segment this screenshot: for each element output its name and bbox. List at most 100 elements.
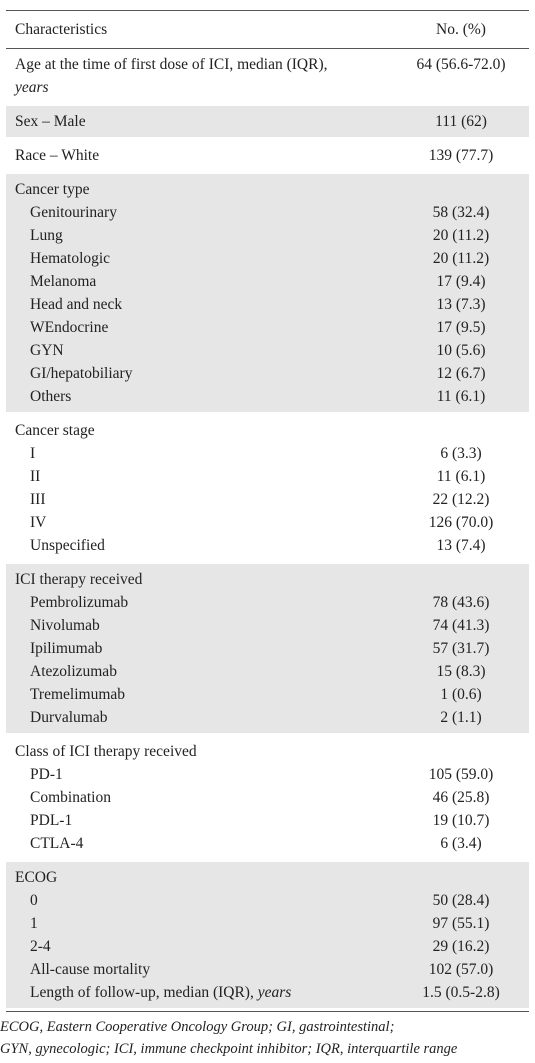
row-label-cell: Others xyxy=(6,385,393,408)
footnote-line: ECOG, Eastern Cooperative Oncology Group… xyxy=(0,1019,395,1035)
footnote: ECOG, Eastern Cooperative Oncology Group… xyxy=(0,1016,535,1060)
row-value: 11 (6.1) xyxy=(436,468,486,485)
row-label-cell: Melanoma xyxy=(6,270,393,293)
row-label: PDL-1 xyxy=(30,812,73,829)
row-unit: years xyxy=(15,79,49,96)
row-label: III xyxy=(30,491,46,508)
row-label: Length of follow-up, median (IQR), xyxy=(30,984,254,1001)
row-value: 13 (7.3) xyxy=(436,296,486,313)
row-value: 78 (43.6) xyxy=(432,594,490,611)
row-group: Class of ICI therapy received PD-1 105 (59… xyxy=(6,736,529,859)
row-label-cell: IV xyxy=(6,511,393,534)
data-row: Length of follow-up, median (IQR), years… xyxy=(6,981,529,1004)
data-row: Combination 46 (25.8) xyxy=(6,786,529,809)
data-row: Durvalumab 2 (1.1) xyxy=(6,706,529,729)
row-label: CTLA-4 xyxy=(30,835,84,852)
row-value: 97 (55.1) xyxy=(432,915,490,932)
row-value: 6 (3.3) xyxy=(440,445,482,462)
data-row: 1 97 (55.1) xyxy=(6,912,529,935)
row-label: Durvalumab xyxy=(30,709,108,726)
row-label: Combination xyxy=(30,789,111,806)
row-value: 111 (62) xyxy=(435,113,487,130)
row-value: 17 (9.4) xyxy=(436,273,486,290)
row-label: Age at the time of first dose of ICI, me… xyxy=(15,56,328,73)
row-value: 1.5 (0.5-2.8) xyxy=(422,984,500,1001)
row-label-cell: Unspecified xyxy=(6,534,393,557)
row-group: Sex – Male 111 (62) xyxy=(6,106,529,137)
row-label-cell: Atezolizumab xyxy=(6,660,393,683)
row-label-cell: CTLA-4 xyxy=(6,832,393,855)
data-row: Atezolizumab 15 (8.3) xyxy=(6,660,529,683)
row-group: Cancer type Genitourinary 58 (32.4) Lung 20 … xyxy=(6,174,529,412)
group-heading-row: Cancer type xyxy=(6,178,529,201)
row-label: Tremelimumab xyxy=(30,686,126,703)
data-row: Genitourinary 58 (32.4) xyxy=(6,201,529,224)
row-label-cell: 0 xyxy=(6,889,393,912)
row-label: IV xyxy=(30,514,47,531)
data-row: CTLA-4 6 (3.4) xyxy=(6,832,529,855)
row-label-cell: Tremelimumab xyxy=(6,683,393,706)
row-value: 13 (7.4) xyxy=(436,537,486,554)
row-label: All-cause mortality xyxy=(30,961,151,978)
row-value: 126 (70.0) xyxy=(428,514,494,531)
row-group: ICI therapy received Pembrolizumab 78 (43.… xyxy=(6,564,529,733)
row-label: Genitourinary xyxy=(30,204,117,221)
row-value: 20 (11.2) xyxy=(432,227,490,244)
row-label: PD-1 xyxy=(30,766,63,783)
data-row: Pembrolizumab 78 (43.6) xyxy=(6,591,529,614)
row-label-cell: All-cause mortality xyxy=(6,958,393,981)
group-heading: ICI therapy received xyxy=(15,571,143,588)
data-row: GYN 10 (5.6) xyxy=(6,339,529,362)
group-heading: Cancer type xyxy=(15,181,90,198)
row-value: 139 (77.7) xyxy=(428,147,494,164)
row-label: Lung xyxy=(30,227,63,244)
row-group: Age at the time of first dose of ICI, me… xyxy=(6,49,529,103)
row-value: 20 (11.2) xyxy=(432,250,490,267)
group-heading-row: ECOG xyxy=(6,866,529,889)
row-value: 6 (3.4) xyxy=(440,835,482,852)
data-row: Race – White 139 (77.7) xyxy=(6,144,529,167)
row-value: 22 (12.2) xyxy=(432,491,490,508)
row-label: II xyxy=(30,468,41,485)
row-value: 1 (0.6) xyxy=(440,686,482,703)
group-heading-row: Cancer stage xyxy=(6,419,529,442)
row-label-cell: Sex – Male xyxy=(6,110,393,133)
data-row: Melanoma 17 (9.4) xyxy=(6,270,529,293)
row-value: 57 (31.7) xyxy=(432,640,490,657)
row-label: 0 xyxy=(30,892,38,909)
row-unit: years xyxy=(257,984,292,1001)
group-heading: ECOG xyxy=(15,869,58,886)
group-heading-row: Class of ICI therapy received xyxy=(6,740,529,763)
data-row: II 11 (6.1) xyxy=(6,465,529,488)
row-label-cell: WEndocrine xyxy=(6,316,393,339)
row-label-cell: PD-1 xyxy=(6,763,393,786)
row-label-cell: Genitourinary xyxy=(6,201,393,224)
row-value: 50 (28.4) xyxy=(432,892,490,909)
row-label-cell: Head and neck xyxy=(6,293,393,316)
row-label-cell: III xyxy=(6,488,393,511)
data-row: WEndocrine 17 (9.5) xyxy=(6,316,529,339)
group-heading: Cancer stage xyxy=(15,422,95,439)
data-row: Nivolumab 74 (41.3) xyxy=(6,614,529,637)
row-label-cell: 2-4 xyxy=(6,935,393,958)
row-label: Melanoma xyxy=(30,273,97,290)
row-label-cell: Age at the time of first dose of ICI, me… xyxy=(6,53,393,99)
header-value: No. (%) xyxy=(436,21,486,38)
data-row: Unspecified 13 (7.4) xyxy=(6,534,529,557)
data-row: IV 126 (70.0) xyxy=(6,511,529,534)
row-label-cell: 1 xyxy=(6,912,393,935)
row-label: Race – White xyxy=(15,147,100,164)
row-label: Sex – Male xyxy=(15,113,86,130)
row-label: Hematologic xyxy=(30,250,111,267)
row-label: Others xyxy=(30,388,72,405)
row-label-cell: Combination xyxy=(6,786,393,809)
data-row: Hematologic 20 (11.2) xyxy=(6,247,529,270)
row-group: Cancer stage I 6 (3.3) II 11 (6.1) III 22 (12.… xyxy=(6,415,529,561)
data-row: Lung 20 (11.2) xyxy=(6,224,529,247)
row-value: 19 (10.7) xyxy=(432,812,490,829)
row-value: 46 (25.8) xyxy=(432,789,490,806)
data-row: Others 11 (6.1) xyxy=(6,385,529,408)
row-value: 29 (16.2) xyxy=(432,938,490,955)
data-row: PDL-1 19 (10.7) xyxy=(6,809,529,832)
